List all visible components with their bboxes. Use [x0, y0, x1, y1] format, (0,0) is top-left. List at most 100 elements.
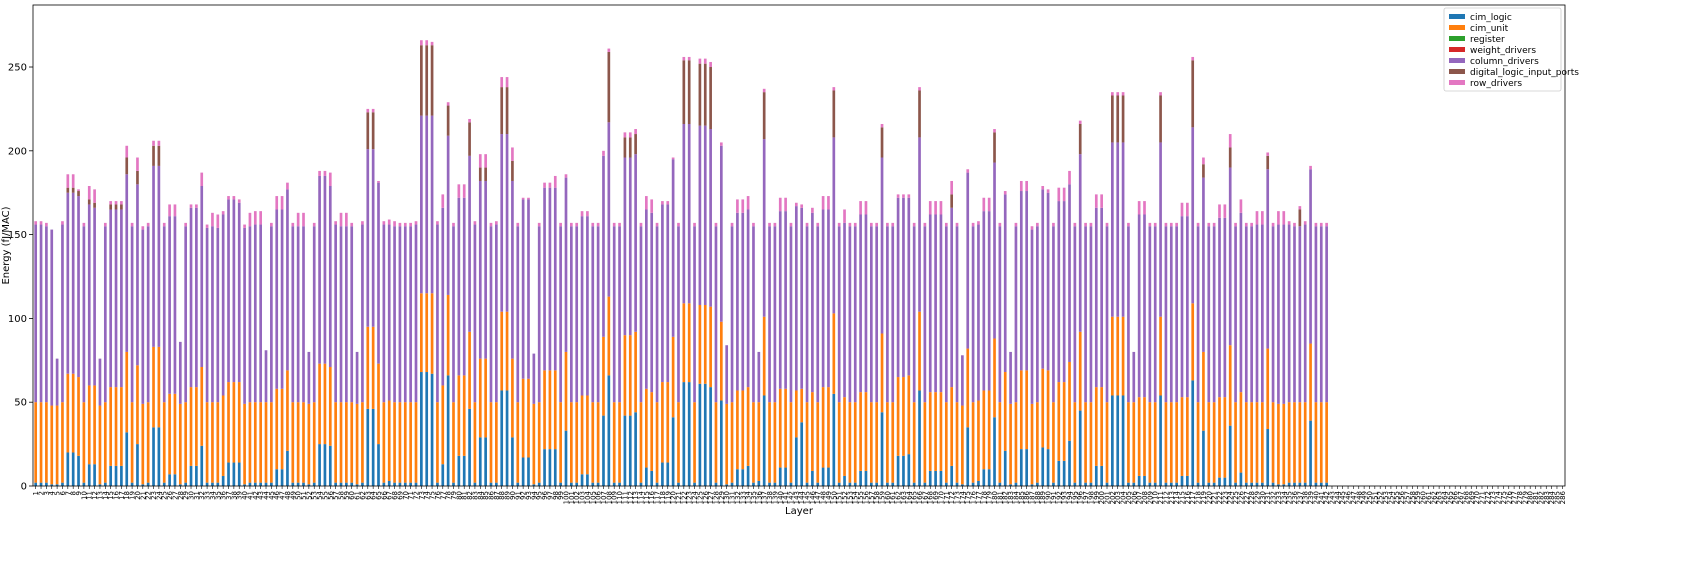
bar-segment-row_drivers-217: [1191, 56, 1195, 61]
bar-segment-cim_unit-8: [71, 373, 75, 453]
bar-segment-cim_logic-133: [741, 469, 745, 486]
bar-segment-column_drivers-179: [987, 211, 991, 391]
x-tick-label: 100: [562, 491, 570, 504]
bar-segment-cim_unit-53: [312, 402, 316, 483]
x-tick-label: 173: [954, 491, 962, 504]
bar-segment-cim_logic-11: [87, 464, 91, 486]
bar-segment-column_drivers-169: [934, 214, 937, 393]
x-tick-label: 29: [182, 491, 190, 500]
bar-segment-cim_unit-33: [205, 402, 209, 483]
bar-segment-column_drivers-56: [328, 186, 332, 367]
bar-segment-column_drivers-73: [420, 115, 423, 294]
bar-segment-cim_unit-31: [195, 387, 198, 466]
bar-segment-cim_logic-72: [414, 482, 418, 486]
bar-segment-digital_logic_input_ports-75: [430, 45, 434, 116]
x-tick-label: 213: [1168, 491, 1176, 504]
bar-segment-row_drivers-95: [537, 222, 541, 227]
x-tick-label: 81: [461, 491, 469, 500]
bar-segment-cim_logic-231: [1266, 429, 1270, 486]
bar-segment-cim_unit-128: [714, 402, 718, 483]
bar-segment-cim_logic-129: [719, 400, 723, 486]
bar-segment-cim_logic-63: [366, 408, 370, 486]
bar-segment-row_drivers-197: [1084, 222, 1087, 227]
bar-segment-column_drivers-45: [270, 226, 273, 403]
bar-segment-cim_logic-41: [248, 482, 252, 486]
x-tick-label: 55: [321, 491, 329, 500]
bar-segment-row_drivers-137: [762, 88, 766, 93]
bar-segment-cim_logic-148: [821, 467, 825, 486]
bar-segment-column_drivers-113: [634, 154, 637, 332]
bar-segment-cim_unit-219: [1202, 351, 1205, 431]
bar-segment-column_drivers-107: [602, 155, 605, 337]
bar-segment-row_drivers-158: [875, 222, 879, 227]
bar-segment-row_drivers-10: [82, 222, 86, 227]
bar-segment-column_drivers-158: [875, 226, 879, 403]
bar-segment-column_drivers-227: [1244, 226, 1248, 403]
bar-segment-column_drivers-25: [162, 226, 166, 403]
bar-segment-column_drivers-81: [462, 197, 466, 376]
bar-segment-column_drivers-206: [1132, 351, 1136, 403]
bar-segment-digital_logic_input_ports-180: [993, 132, 996, 163]
bar-segment-column_drivers-176: [971, 226, 975, 403]
bar-segment-column_drivers-115: [645, 209, 648, 389]
bar-segment-cim_unit-45: [270, 402, 273, 483]
bar-segment-column_drivers-42: [253, 224, 257, 403]
bar-segment-column_drivers-168: [928, 214, 932, 393]
bar-segment-cim_logic-55: [323, 444, 327, 486]
bar-segment-cim_unit-215: [1180, 397, 1184, 476]
bar-segment-cim_logic-185: [1019, 449, 1023, 486]
x-tick-label: 249: [1361, 491, 1369, 504]
bar-segment-cim_unit-188: [1036, 402, 1039, 483]
bar-segment-cim_logic-167: [923, 482, 927, 486]
bar-segment-column_drivers-188: [1036, 226, 1039, 403]
x-tick-label: 175: [964, 491, 972, 504]
x-tick-label: 43: [257, 491, 265, 500]
bar-segment-column_drivers-171: [944, 226, 948, 403]
bar-segment-cim_logic-15: [109, 465, 113, 486]
plot-frame: [32, 4, 1566, 487]
bar-segment-column_drivers-172: [950, 207, 954, 388]
bar-segment-cim_unit-169: [934, 392, 937, 471]
bar-segment-cim_logic-190: [1046, 449, 1050, 486]
bar-segment-row_drivers-228: [1250, 222, 1253, 227]
x-tick-label: 40: [241, 491, 249, 500]
x-tick-label: 224: [1227, 490, 1235, 504]
bar-segment-row_drivers-214: [1175, 222, 1178, 227]
bar-segment-row_drivers-134: [746, 196, 750, 210]
x-tick-label: 167: [921, 491, 929, 504]
legend-label-column_drivers: column_drivers: [1470, 57, 1539, 67]
bar-segment-cim_logic-68: [393, 482, 396, 486]
bar-segment-cim_logic-124: [693, 482, 696, 486]
bar-segment-cim_unit-165: [912, 402, 916, 483]
bar-segment-digital_logic_input_ports-159: [880, 127, 884, 158]
bar-segment-cim_unit-167: [923, 402, 927, 483]
bar-segment-cim_unit-236: [1293, 402, 1296, 483]
bar-segment-digital_logic_input_ports-166: [918, 90, 921, 138]
x-tick-label: 228: [1248, 491, 1256, 504]
bar-segment-column_drivers-224: [1228, 167, 1232, 346]
x-tick-label: 197: [1082, 491, 1090, 504]
bar-segment-cim_logic-103: [580, 474, 584, 486]
bar-segment-row_drivers-79: [452, 222, 455, 227]
x-tick-label: 268: [1462, 491, 1470, 504]
bar-segment-column_drivers-14: [103, 226, 107, 403]
legend-swatch-column_drivers: [1449, 58, 1465, 63]
x-tick-label: 102: [573, 491, 581, 504]
bar-segment-row_drivers-205: [1127, 222, 1130, 227]
bar-segment-row_drivers-76: [436, 221, 439, 225]
bar-segment-row_drivers-169: [934, 201, 937, 215]
bar-segment-cim_logic-184: [1014, 482, 1018, 486]
bar-segment-cim_unit-74: [425, 293, 429, 373]
x-tick-label: 252: [1377, 491, 1385, 504]
bar-segment-cim_logic-158: [875, 482, 879, 486]
legend-label-digital_logic_input_ports: digital_logic_input_ports: [1470, 68, 1579, 78]
bar-segment-cim_logic-216: [1186, 475, 1189, 486]
legend-swatch-cim_logic: [1449, 14, 1465, 19]
bar-segment-digital_logic_input_ports-150: [832, 90, 836, 138]
x-tick-label: 286: [1559, 490, 1567, 504]
bar-segment-row_drivers-242: [1325, 222, 1328, 227]
bar-segment-column_drivers-57: [334, 224, 337, 403]
bar-segment-row_drivers-53: [312, 222, 316, 227]
bar-segment-row_drivers-85: [484, 154, 487, 168]
x-tick-label: 187: [1029, 491, 1037, 504]
